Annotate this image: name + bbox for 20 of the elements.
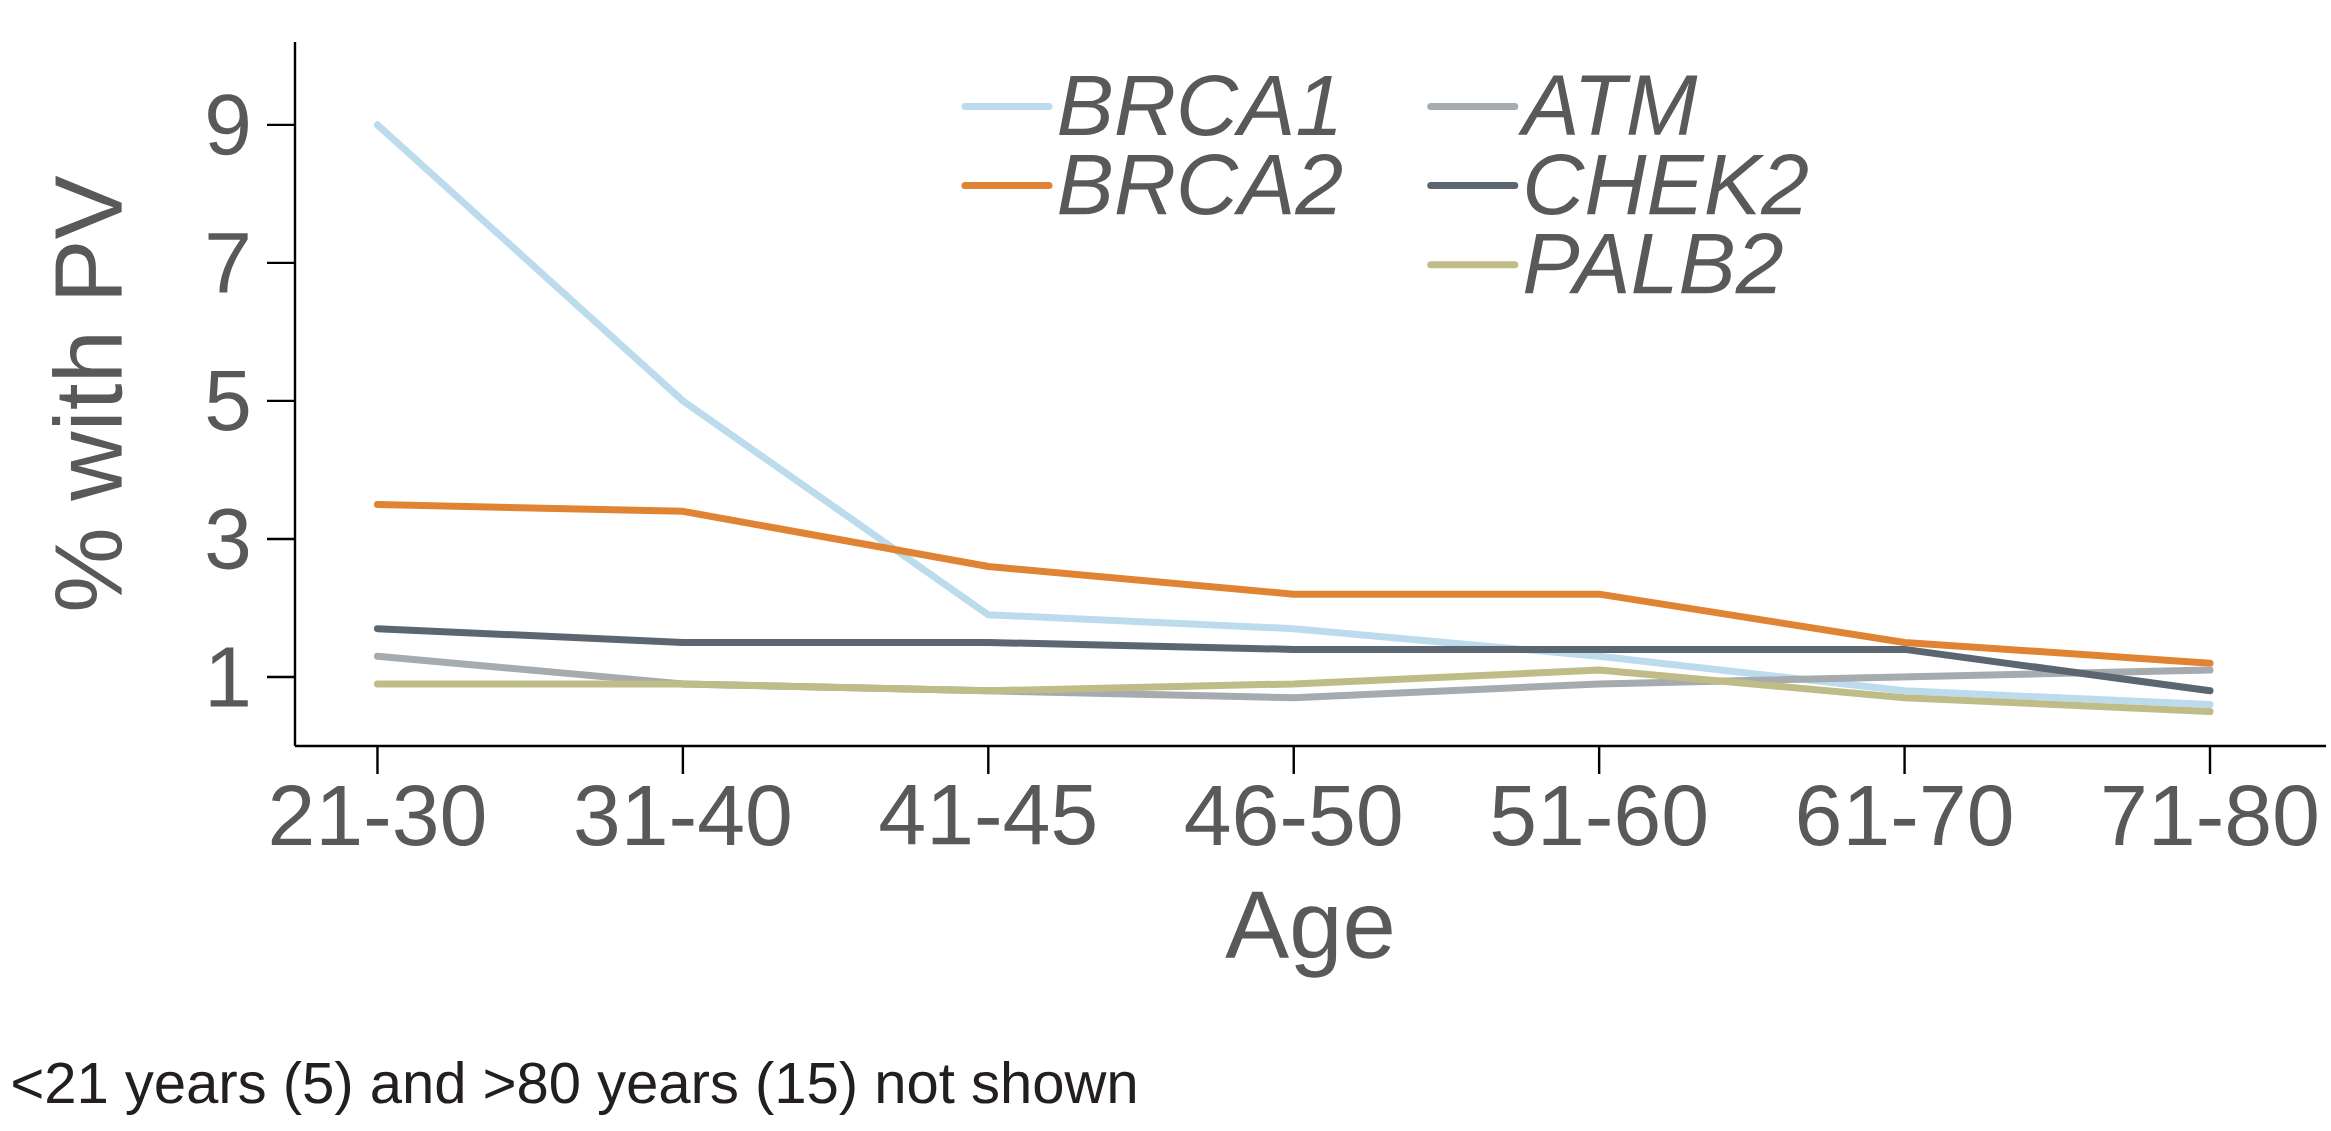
legend-label: PALB2 xyxy=(1524,233,1783,294)
y-tick-label: 5 xyxy=(207,370,249,431)
x-tick-label: 31-40 xyxy=(576,785,790,846)
legend-label: BRCA1 xyxy=(1059,75,1336,136)
x-tick-label: 21-30 xyxy=(271,785,485,846)
x-tick-label: 51-60 xyxy=(1492,785,1706,846)
y-tick-label: 9 xyxy=(208,94,248,156)
legend-label: CHEK2 xyxy=(1526,154,1808,215)
x-tick-label: 46-50 xyxy=(1185,785,1401,846)
x-tick-label: 61-70 xyxy=(1798,785,2012,846)
y-tick-label: 3 xyxy=(207,508,249,570)
text: <21 years (5) and >80 years (15) not shown xyxy=(13,1060,1135,1116)
x-tick-label: 71-80 xyxy=(2104,785,2317,846)
legend-label: ATM xyxy=(1518,75,1698,135)
y-tick-label: 1 xyxy=(210,647,248,707)
x-axis-title: Age xyxy=(1225,891,1392,978)
y-tick-label: 7 xyxy=(208,233,248,293)
x-tick-label: 41-45 xyxy=(880,785,1095,846)
y-axis-title: % with PV xyxy=(52,175,123,610)
legend-label: BRCA2 xyxy=(1059,154,1342,215)
